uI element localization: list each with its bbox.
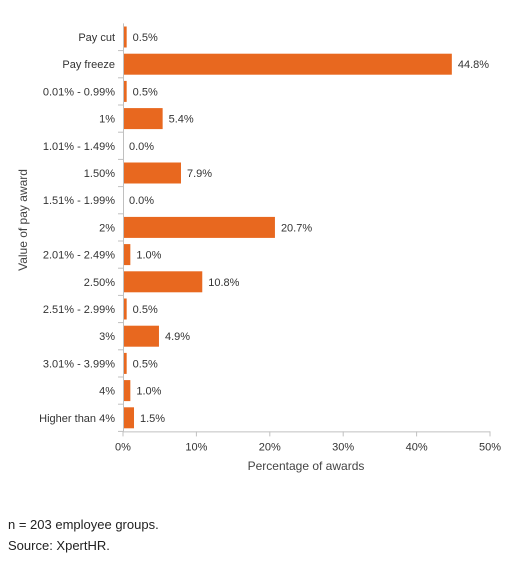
data-label: 20.7% (281, 222, 312, 234)
category-label: 2.01% - 2.49% (43, 250, 115, 262)
bar (123, 108, 163, 130)
category-label: 2.50% (84, 277, 115, 289)
bars-layer (123, 26, 452, 429)
category-labels-layer: Pay cut Pay freeze 0.01% - 0.99% 1% 1.01% - … (39, 32, 115, 425)
x-tick-label: 30% (332, 441, 354, 453)
y-axis-title: Value of pay award (16, 169, 30, 271)
data-label: 0.5% (133, 358, 158, 370)
bar (123, 352, 127, 374)
category-label: Higher than 4% (39, 413, 115, 425)
bar (123, 325, 159, 347)
data-label: 10.8% (208, 277, 239, 289)
bar (123, 80, 127, 102)
chart-svg: Value of pay award Percentage of awards … (16, 23, 501, 473)
category-label: 1% (99, 114, 115, 126)
source-note: Source: XpertHR. (8, 538, 110, 553)
data-label: 1.5% (140, 413, 165, 425)
category-label: Pay freeze (62, 59, 115, 71)
data-label: 0.0% (129, 141, 154, 153)
data-label: 0.5% (133, 86, 158, 98)
data-label: 0.5% (133, 32, 158, 44)
y-axis-title-group: Value of pay award (16, 169, 30, 271)
bar (123, 26, 127, 48)
bar (123, 216, 275, 238)
data-label: 44.8% (458, 59, 489, 71)
axes-layer (118, 23, 490, 433)
category-label: 1.01% - 1.49% (43, 141, 115, 153)
bar-chart: Value of pay award Percentage of awards … (16, 23, 501, 473)
sample-size-note: n = 203 employee groups. (8, 517, 159, 532)
category-label: 4% (99, 386, 115, 398)
bar (123, 271, 203, 293)
category-label: 2.51% - 2.99% (43, 304, 115, 316)
category-label: 3.01% - 3.99% (43, 358, 115, 370)
data-label: 7.9% (187, 168, 212, 180)
bar (123, 162, 181, 184)
x-axis-title: Percentage of awards (248, 459, 365, 473)
bar (123, 298, 127, 320)
bar (123, 407, 135, 429)
data-label: 0.5% (133, 304, 158, 316)
category-label: Pay cut (78, 32, 115, 44)
bar (123, 380, 131, 402)
category-label: 1.50% (84, 168, 115, 180)
data-label: 0.0% (129, 195, 154, 207)
category-label: 3% (99, 331, 115, 343)
category-label: 1.51% - 1.99% (43, 195, 115, 207)
x-tick-label: 0% (115, 441, 131, 453)
bar (123, 53, 452, 75)
data-label: 4.9% (165, 331, 190, 343)
data-label: 1.0% (136, 386, 161, 398)
category-label: 0.01% - 0.99% (43, 86, 115, 98)
x-tick-label: 50% (479, 441, 501, 453)
x-tick-label: 20% (259, 441, 281, 453)
data-label: 5.4% (169, 114, 194, 126)
data-labels-layer: 0.5% 44.8% 0.5% 5.4% 0.0% 7.9% 0.0% 20.7% 1.0% 10… (129, 32, 489, 425)
x-tick-label: 40% (406, 441, 428, 453)
x-tick-label: 10% (185, 441, 207, 453)
x-ticks-layer: 0% 10% 20% 30% 40% 50% (115, 431, 501, 453)
data-label: 1.0% (136, 250, 161, 262)
bar (123, 244, 131, 266)
category-label: 2% (99, 222, 115, 234)
